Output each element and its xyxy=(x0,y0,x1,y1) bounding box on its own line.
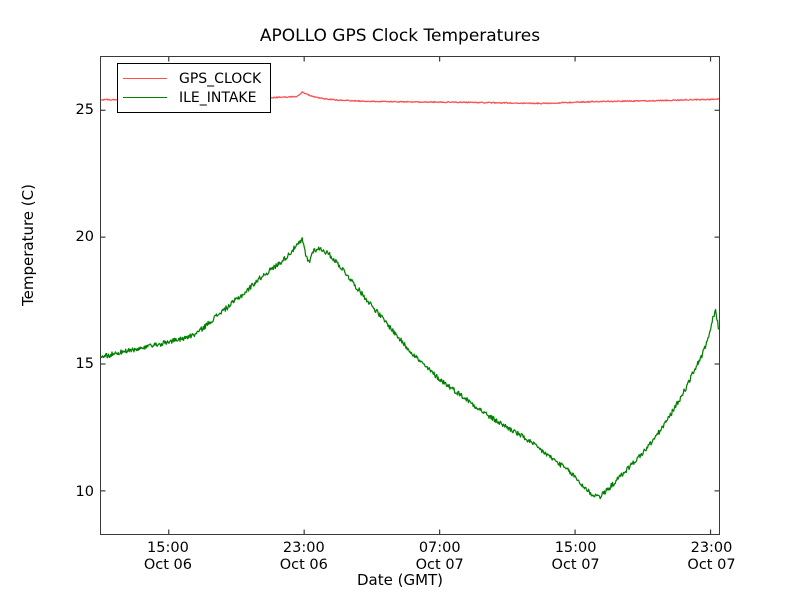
x-tick-date-4: Oct 07 xyxy=(687,557,736,573)
series-line-ile-intake xyxy=(101,237,719,500)
legend-label-gps-clock: GPS_CLOCK xyxy=(179,70,262,87)
x-tick-date-2: Oct 07 xyxy=(415,557,464,573)
x-tick-label-4: 23:00 Oct 07 xyxy=(652,540,772,574)
legend-label-ile-intake: ILE_INTAKE xyxy=(179,89,257,106)
x-tick-time-1: 23:00 xyxy=(282,540,325,556)
x-axis-label: Date (GMT) xyxy=(356,571,444,589)
y-tick-label-15: 15 xyxy=(75,356,94,373)
y-tick-label-10: 10 xyxy=(75,483,94,500)
x-tick-label-1: 23:00 Oct 06 xyxy=(244,540,364,574)
y-axis-label: Temperature (C) xyxy=(19,184,37,306)
x-tick-label-0: 15:00 Oct 06 xyxy=(108,540,228,574)
plot-area: GPS_CLOCK ILE_INTAKE xyxy=(100,56,720,535)
x-tick-time-4: 23:00 xyxy=(690,540,733,556)
legend: GPS_CLOCK ILE_INTAKE xyxy=(117,63,272,113)
x-tick-date-3: Oct 07 xyxy=(551,557,600,573)
x-tick-date-0: Oct 06 xyxy=(143,557,192,573)
x-tick-label-2: 07:00 Oct 07 xyxy=(380,540,500,574)
y-tick-label-25: 25 xyxy=(75,101,94,118)
x-tick-time-2: 07:00 xyxy=(418,540,461,556)
legend-item-ile-intake: ILE_INTAKE xyxy=(123,88,261,107)
plot-canvas xyxy=(101,57,719,534)
y-tick-label-20: 20 xyxy=(75,228,94,245)
x-tick-label-3: 15:00 Oct 07 xyxy=(516,540,636,574)
page-title: APOLLO GPS Clock Temperatures xyxy=(259,26,541,46)
x-tick-time-3: 15:00 xyxy=(554,540,597,556)
legend-item-gps-clock: GPS_CLOCK xyxy=(123,69,261,88)
x-tick-date-1: Oct 06 xyxy=(279,557,328,573)
x-tick-time-0: 15:00 xyxy=(147,540,189,556)
legend-swatch-ile-intake xyxy=(123,97,167,98)
legend-swatch-gps-clock xyxy=(123,78,167,79)
